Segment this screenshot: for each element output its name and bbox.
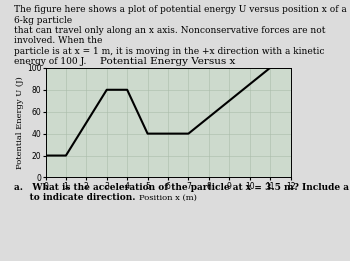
Text: a.   What is the acceleration of the particle at x = 3.5 m? Include a plus or mi: a. What is the acceleration of the parti… (14, 183, 350, 202)
Y-axis label: Potential Energy U (J): Potential Energy U (J) (16, 76, 24, 169)
X-axis label: Position x (m): Position x (m) (139, 193, 197, 201)
Title: Potential Energy Versus x: Potential Energy Versus x (100, 57, 236, 66)
Text: The figure here shows a plot of potential energy U versus position x of a 6-kg p: The figure here shows a plot of potentia… (14, 5, 347, 66)
